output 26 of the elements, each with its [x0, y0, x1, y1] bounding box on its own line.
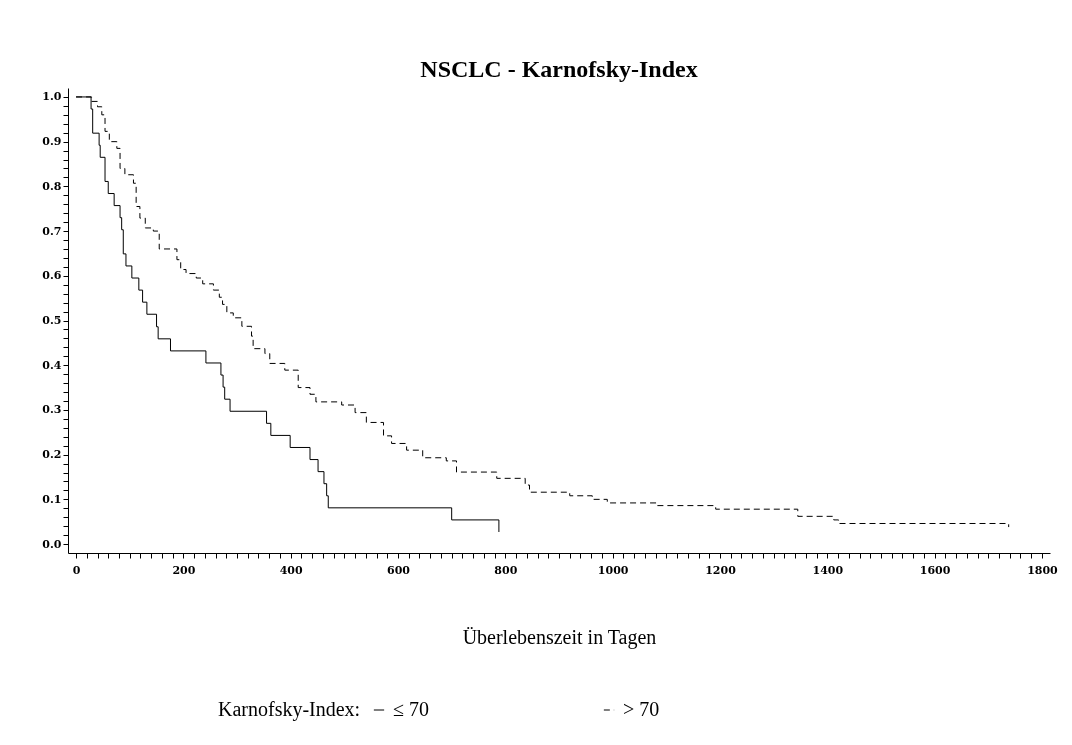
legend-label: ≤ 70 [393, 698, 429, 720]
y-tick-label: 0.0 [42, 537, 62, 551]
x-tick-label: 1000 [597, 563, 629, 577]
x-tick-label: 1200 [705, 563, 737, 577]
x-tick-label: 1600 [919, 563, 951, 577]
x-tick-label: 200 [172, 563, 196, 577]
y-tick-label: 0.3 [42, 403, 62, 417]
x-tick-label: 600 [387, 563, 411, 577]
y-tick-label: 0.4 [42, 358, 62, 372]
y-tick-label: 0.1 [42, 492, 62, 506]
x-tick-label: 1800 [1027, 563, 1059, 577]
y-tick-label: 0.6 [42, 269, 62, 283]
x-tick-label: 400 [279, 563, 304, 577]
y-tick-label: 0.9 [42, 135, 62, 149]
x-tick-label: 800 [494, 563, 518, 577]
x-tick-label: 0 [72, 563, 81, 577]
y-tick-label: 0.2 [42, 448, 62, 462]
chart-title: NSCLC - Karnofsky-Index [420, 56, 698, 82]
legend-title: Karnofsky-Index: [218, 698, 361, 721]
legend-label: > 70 [623, 698, 660, 720]
x-axis-title: Überlebenszeit in Tagen [462, 625, 657, 649]
y-tick-label: 0.8 [42, 179, 62, 193]
y-tick-label: 1.0 [42, 90, 62, 104]
y-tick-label: 0.5 [42, 314, 62, 327]
x-tick-label: 1400 [812, 563, 844, 577]
y-tick-label: 0.7 [42, 224, 62, 238]
